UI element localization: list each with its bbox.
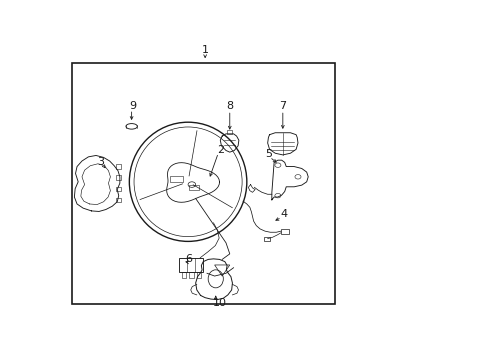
- Text: 4: 4: [280, 209, 287, 219]
- Bar: [280, 229, 288, 234]
- Bar: [227, 130, 232, 134]
- Bar: [264, 237, 270, 242]
- Bar: [189, 271, 193, 278]
- Bar: [189, 185, 198, 190]
- Bar: [178, 258, 203, 272]
- Bar: [116, 186, 121, 191]
- Bar: [170, 176, 183, 183]
- Text: 1: 1: [201, 45, 208, 55]
- Text: 9: 9: [128, 100, 136, 111]
- Bar: [116, 164, 121, 169]
- Bar: [116, 175, 121, 180]
- Text: 2: 2: [216, 145, 224, 155]
- Bar: [181, 271, 186, 278]
- Text: 5: 5: [265, 149, 272, 158]
- Text: 3: 3: [97, 157, 104, 167]
- Bar: [72, 63, 334, 304]
- Bar: [196, 271, 201, 278]
- Text: 8: 8: [226, 102, 233, 111]
- Bar: [116, 198, 121, 202]
- Text: 6: 6: [185, 254, 192, 264]
- Text: 7: 7: [279, 102, 286, 111]
- Text: 10: 10: [212, 298, 226, 308]
